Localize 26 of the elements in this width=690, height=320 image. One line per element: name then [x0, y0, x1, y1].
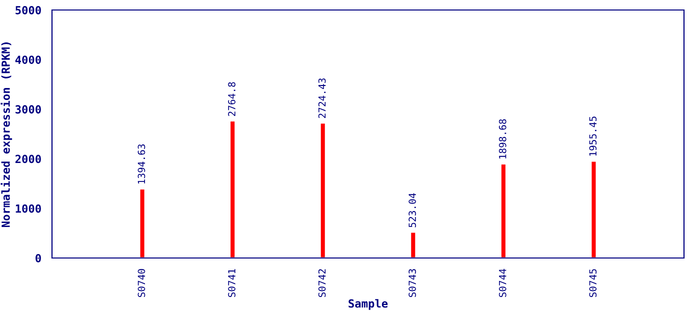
- y-tick-label: 5000: [16, 6, 41, 14]
- x-tick-label: S0742: [318, 269, 326, 298]
- y-tick-label: 4000: [15, 56, 41, 64]
- data-label: 2724.43: [318, 78, 326, 118]
- data-label: 2764.8: [228, 82, 236, 116]
- bar: [590, 160, 598, 258]
- data-label: 1394.63: [138, 144, 146, 184]
- y-axis-title: Normalized expression (RPKM): [0, 42, 12, 228]
- bar: [319, 122, 326, 258]
- x-tick-label: S0744: [498, 268, 506, 298]
- x-axis-title: Sample: [348, 299, 388, 310]
- x-tick-label: S0740: [138, 269, 146, 298]
- data-label: 523.04: [408, 193, 416, 228]
- bar: [229, 120, 236, 258]
- bar: [410, 231, 417, 258]
- y-tick-label: 1000: [16, 204, 41, 213]
- y-tick-label: 2000: [15, 154, 41, 164]
- bar: [138, 188, 146, 258]
- y-tick-label: 3000: [16, 105, 41, 114]
- x-tick-label: S0741: [228, 269, 236, 298]
- y-tick-label: 0: [36, 254, 41, 262]
- bar: [500, 163, 507, 258]
- data-label: 1898.68: [498, 119, 506, 158]
- data-label: 1955.45: [589, 116, 597, 156]
- x-tick-label: S0745: [589, 269, 597, 298]
- x-tick-label: S0743: [408, 269, 416, 298]
